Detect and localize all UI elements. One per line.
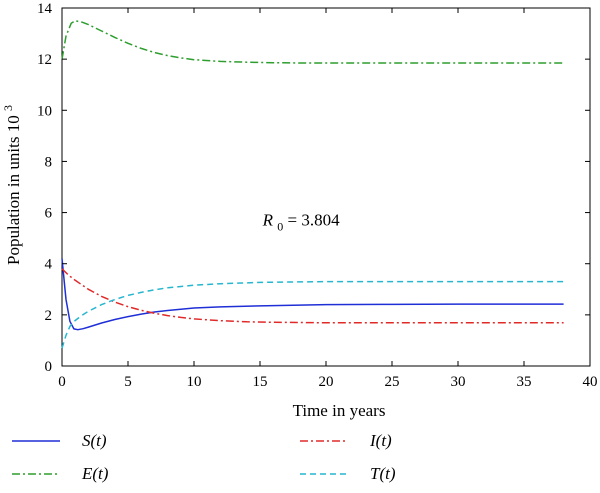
r0-annotation: R 0 = 3.804 — [262, 210, 340, 234]
x-tick-label: 15 — [253, 374, 268, 390]
y-tick-label: 14 — [37, 1, 53, 17]
y-tick-label: 10 — [37, 103, 52, 119]
x-tick-label: 20 — [319, 374, 334, 390]
axes-layer: 0 5 10 15 20 25 30 35 40 0 2 4 6 8 10 12 14 — [37, 1, 598, 390]
x-tick-label: 35 — [517, 374, 532, 390]
y-tick-label: 4 — [45, 257, 53, 273]
series-line-3 — [61, 280, 564, 349]
x-tick-label: 5 — [124, 374, 132, 390]
plot-frame — [61, 7, 591, 367]
x-tick-label: 40 — [583, 374, 598, 390]
plot-area — [61, 7, 591, 367]
series-line-2 — [61, 268, 564, 324]
x-tick-label: 25 — [385, 374, 400, 390]
legend-label-1: E(t) — [81, 464, 109, 483]
x-axis-title: Time in years — [293, 401, 386, 420]
r0-value: = 3.804 — [288, 210, 341, 229]
y-tick-label: 6 — [45, 206, 53, 222]
y-tick-label: 12 — [37, 52, 52, 68]
legend-label-0: S(t) — [82, 431, 107, 450]
legend-label-2: I(t) — [369, 431, 392, 450]
y-axis-title: Population in units 10 3 — [1, 105, 23, 265]
series-layer — [61, 20, 564, 349]
x-tick-label: 0 — [58, 374, 66, 390]
x-tick-label: 10 — [187, 374, 202, 390]
y-tick-label: 2 — [45, 308, 53, 324]
legend-label-3: T(t) — [370, 464, 396, 483]
series-line-0 — [61, 258, 564, 331]
y-tick-label: 0 — [45, 359, 53, 375]
series-line-1 — [61, 20, 564, 64]
y-axis-title-superscript: 3 — [1, 105, 15, 111]
y-axis-title-text: Population in units 10 — [4, 115, 23, 265]
r0-symbol: R — [262, 210, 274, 229]
x-tick-label: 30 — [451, 374, 466, 390]
r0-subscript: 0 — [277, 219, 283, 233]
y-tick-label: 8 — [45, 154, 53, 170]
legend: S(t) I(t) E(t) T(t) — [12, 431, 396, 483]
